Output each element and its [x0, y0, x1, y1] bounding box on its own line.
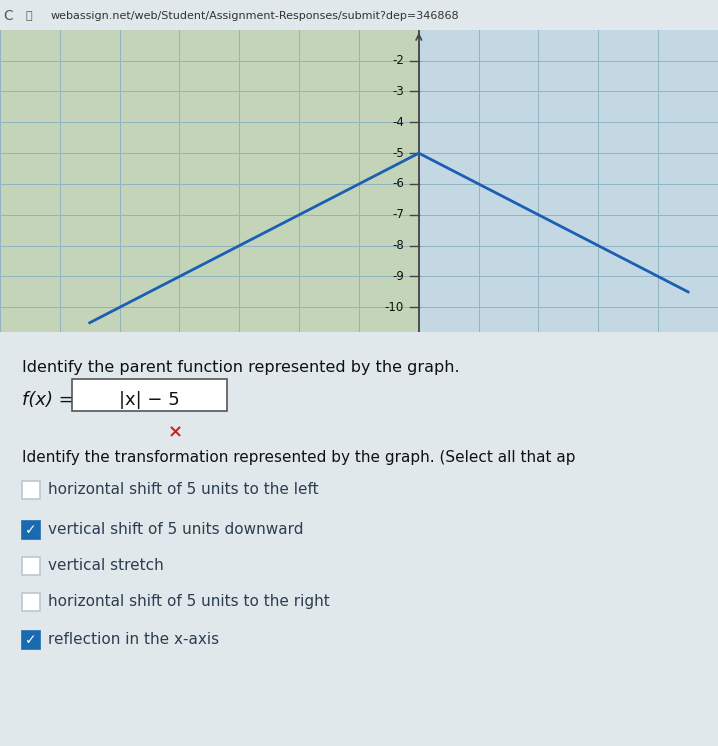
Bar — [22, 557, 40, 575]
Text: Identify the parent function represented by the graph.: Identify the parent function represented… — [22, 360, 460, 375]
Text: Identify the transformation represented by the graph. (Select all that ap: Identify the transformation represented … — [22, 450, 576, 465]
Text: C: C — [4, 9, 14, 22]
Bar — [22, 593, 40, 611]
Text: -2: -2 — [392, 54, 404, 67]
Text: |x| − 5: |x| − 5 — [119, 391, 180, 409]
Bar — [22, 481, 40, 499]
Text: -5: -5 — [392, 147, 404, 160]
Bar — [0, 30, 419, 332]
Text: -4: -4 — [392, 116, 404, 129]
Text: -8: -8 — [392, 239, 404, 252]
Text: ✓: ✓ — [25, 523, 37, 537]
Bar — [419, 30, 718, 332]
Text: ×: × — [167, 423, 182, 441]
Text: ✓: ✓ — [25, 633, 37, 647]
Text: -6: -6 — [392, 178, 404, 190]
Text: -7: -7 — [392, 208, 404, 222]
Bar — [72, 379, 227, 411]
Text: 🔒: 🔒 — [25, 10, 32, 21]
Bar — [22, 521, 40, 539]
Text: -9: -9 — [392, 270, 404, 283]
Text: vertical shift of 5 units downward: vertical shift of 5 units downward — [48, 522, 304, 537]
Text: -3: -3 — [392, 85, 404, 98]
Text: f(x) =: f(x) = — [22, 391, 80, 409]
Text: vertical stretch: vertical stretch — [48, 559, 164, 574]
Text: horizontal shift of 5 units to the right: horizontal shift of 5 units to the right — [48, 595, 330, 609]
Text: -10: -10 — [385, 301, 404, 314]
Text: reflection in the x-axis: reflection in the x-axis — [48, 633, 219, 648]
Text: webassign.net/web/Student/Assignment-Responses/submit?dep=346868: webassign.net/web/Student/Assignment-Res… — [50, 10, 459, 21]
Text: horizontal shift of 5 units to the left: horizontal shift of 5 units to the left — [48, 483, 319, 498]
Bar — [22, 631, 40, 649]
